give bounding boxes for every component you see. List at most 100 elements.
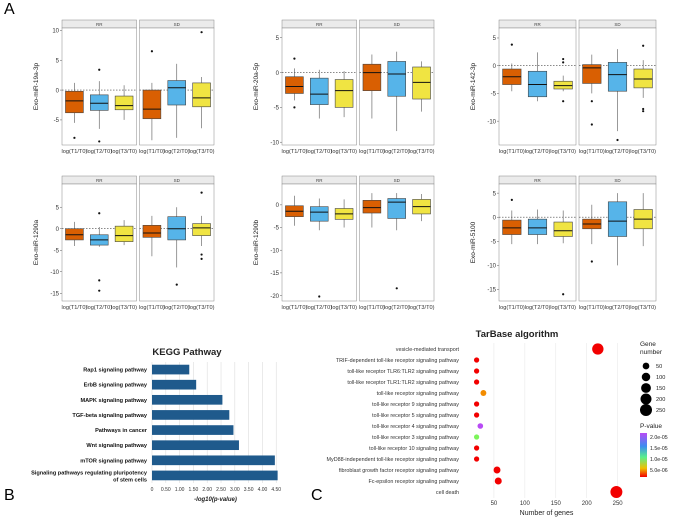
box [334,79,354,108]
outlier-point [562,57,565,61]
outlier-point [562,293,565,296]
outlier-point [616,138,619,142]
outlier-point [590,260,593,263]
x-tick-label: log(T1/T0) [499,149,525,155]
box [142,224,162,238]
box [90,94,109,111]
box [553,221,573,237]
outlier-point [200,31,203,34]
chart-title: KEGG Pathway [152,347,222,358]
y-tick-label: -5 [274,106,280,112]
y-tick-label: 5 [493,191,497,197]
color-legend-label: 5.0e-06 [650,468,668,474]
panel-label-a: A [4,1,15,18]
data-point [473,401,480,407]
size-legend-dot [641,383,651,393]
x-tick-label: log(T3/T0) [630,305,656,311]
category-label: TGF-beta signaling pathway [72,413,147,419]
box [607,62,628,92]
x-tick-label: 4.00 [258,487,268,493]
y-tick-label: 0 [56,88,60,94]
size-legend-title: Gene [640,341,656,348]
category-label: Rap1 signaling pathway [83,368,148,374]
outlier-point [98,212,101,215]
size-legend-label: 250 [656,408,665,414]
y-tick-label: -5 [54,118,60,124]
category-label: toll-like receptor TLR6:TLR2 signaling p… [347,369,459,375]
bar [152,394,223,405]
category-label: of stem cells [113,477,147,483]
data-point [480,390,487,396]
y-tick-label: -15 [270,271,279,277]
box [362,63,382,91]
y-tick-label: 5 [56,58,60,64]
y-axis-title: Exo-miR-1290a [33,220,40,266]
y-tick-label: -15 [50,291,59,297]
box [142,89,162,120]
y-axis-title: Exo-miR-5100 [470,221,477,263]
y-tick-label: 0 [56,227,60,233]
box [387,198,406,219]
x-tick-label: log(T2/T0) [86,305,112,311]
x-tick-label: log(T2/T0) [525,305,551,311]
category-label: cell death [436,490,459,496]
x-tick-label: log(T3/T0) [111,305,137,311]
y-tick-label: -10 [487,119,496,125]
color-legend-label: 1.0e-05 [650,457,668,463]
x-tick-label: log(T3/T0) [550,305,576,311]
x-tick-label: log(T3/T0) [331,305,357,311]
bar [152,455,275,466]
data-point [473,412,480,418]
box [167,80,186,106]
data-point [473,434,480,440]
x-tick-label: log(T3/T0) [111,149,137,155]
y-axis-title: Exo-miR-19a-3p [33,62,40,110]
y-tick-label: -10 [270,248,279,254]
data-point [494,477,502,485]
facet-strip-label: RR [96,178,103,183]
panel-label-c: C [311,487,323,504]
x-tick-label: log(T2/T0) [306,305,332,311]
box [310,206,329,222]
x-tick-label: 1.50 [189,487,199,493]
outlier-point [510,43,513,46]
outlier-point [590,123,593,126]
color-legend-label: 1.5e-05 [650,446,668,452]
y-tick-label: -10 [270,140,279,146]
outlier-point [73,136,76,139]
x-tick-label: log(T1/T0) [359,305,385,311]
outlier-point [590,100,593,103]
box [65,90,84,114]
x-tick-label: log(T2/T0) [384,149,410,155]
box [114,225,134,242]
category-label: toll-like receptor signaling pathway [377,391,460,397]
x-axis-title: Number of genes [520,510,574,517]
facet-strip-label: RR [96,22,103,27]
x-tick-label: log(T2/T0) [384,305,410,311]
size-legend-title: number [640,349,663,356]
facet-strip-label: RR [316,178,323,183]
x-tick-label: 50 [491,501,498,507]
data-point [592,343,604,355]
category-label: fibroblast growth factor receptor signal… [339,468,459,474]
box [607,201,628,237]
facet-strip-label: SD [614,22,621,27]
category-label: mTOR signaling pathway [80,458,148,464]
x-tick-label: log(T3/T0) [331,149,357,155]
category-label: Signaling pathways regulating pluripoten… [31,470,148,476]
facet-strip-label: RR [534,22,541,27]
x-tick-label: log(T2/T0) [164,305,190,311]
category-label: toll-like receptor 5 signaling pathway [372,413,459,419]
x-tick-label: log(T1/T0) [359,149,385,155]
x-tick-label: log(T1/T0) [62,149,88,155]
outlier-point [642,44,645,47]
x-tick-label: 100 [520,501,531,507]
color-legend-title: P-value [640,423,662,430]
box [582,64,602,84]
color-legend-bar [640,433,647,477]
x-tick-label: log(T2/T0) [306,149,332,155]
box [633,68,653,89]
